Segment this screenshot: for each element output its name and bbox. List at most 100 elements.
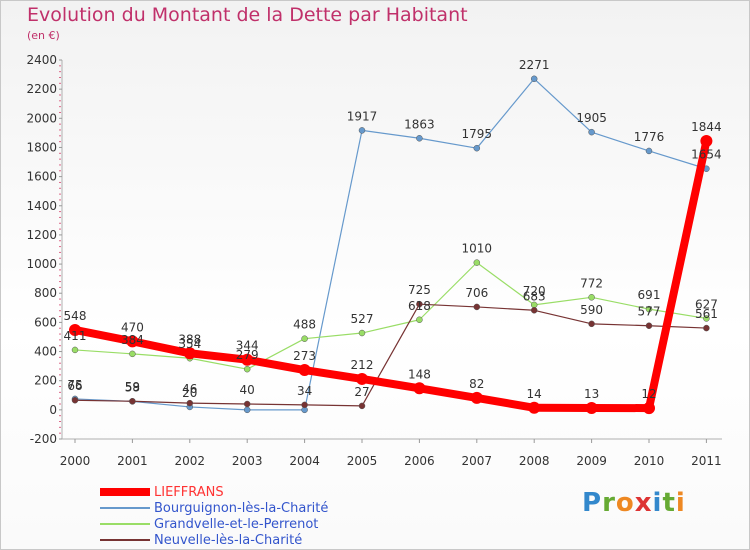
data-label: 66 — [67, 379, 82, 393]
legend-item: Neuvelle-lès-la-Charité — [100, 532, 328, 548]
data-label: 706 — [465, 286, 488, 300]
data-point — [358, 127, 366, 134]
data-point — [416, 316, 423, 324]
series-line — [71, 137, 711, 413]
data-point — [71, 396, 79, 404]
legend-swatch — [100, 523, 150, 525]
data-point — [413, 382, 426, 395]
legend-label: Grandvelle-et-le-Perrenot — [154, 516, 319, 532]
data-label: 1010 — [462, 242, 493, 256]
data-label: 1905 — [576, 111, 607, 125]
data-point — [588, 128, 595, 136]
y-tick-label: 0 — [49, 403, 57, 417]
data-point — [129, 397, 136, 405]
data-label: 75 — [67, 378, 82, 392]
legend-swatch — [100, 507, 150, 509]
data-label: 82 — [469, 377, 484, 391]
data-point — [700, 135, 713, 148]
data-point — [298, 364, 311, 377]
data-label: 12 — [641, 387, 656, 401]
data-label: 590 — [580, 303, 603, 317]
data-point — [416, 135, 423, 142]
series-line — [74, 303, 708, 407]
data-label: 561 — [695, 307, 718, 321]
y-tick-label: 1600 — [26, 170, 57, 184]
data-point — [241, 353, 254, 366]
legend-item: Grandvelle-et-le-Perrenot — [100, 516, 328, 532]
data-label: 13 — [584, 387, 599, 401]
y-tick-label: 400 — [34, 345, 57, 359]
data-label: 683 — [523, 289, 546, 303]
data-label: 1863 — [404, 117, 435, 131]
legend-label: Bourguignon-lès-la-Charité — [154, 500, 329, 516]
data-point — [585, 401, 598, 414]
data-label: 344 — [236, 339, 259, 353]
data-point — [643, 402, 655, 415]
y-tick-label: 1200 — [26, 228, 57, 242]
data-point — [703, 315, 710, 322]
data-point — [416, 300, 423, 308]
data-point — [528, 401, 541, 414]
data-label: 1776 — [634, 130, 665, 144]
data-label: 27 — [354, 385, 369, 399]
chart-subtitle: (en €) — [27, 29, 60, 42]
data-label: 212 — [351, 358, 374, 372]
y-tick-label: 800 — [34, 286, 57, 300]
y-tick-label: 2400 — [26, 53, 57, 67]
y-tick-label: 600 — [34, 315, 57, 329]
data-point — [186, 399, 194, 407]
legend-label: Neuvelle-lès-la-Charité — [154, 532, 303, 548]
data-label: 20 — [182, 386, 197, 400]
data-label: 1917 — [347, 109, 378, 123]
x-tick-label: 2001 — [117, 454, 148, 468]
data-label: 40 — [240, 383, 255, 397]
x-tick-label: 2010 — [634, 454, 665, 468]
data-label: 772 — [580, 276, 603, 290]
data-point — [645, 322, 653, 329]
x-tick-label: 2009 — [576, 454, 607, 468]
legend-label: LIEFFRANS — [154, 484, 224, 500]
y-tick-label: 2200 — [26, 82, 57, 96]
chart-title: Evolution du Montant de la Dette par Hab… — [27, 4, 468, 26]
data-point — [243, 400, 251, 408]
data-label: 577 — [638, 305, 661, 319]
data-point — [356, 372, 368, 385]
data-label: 411 — [64, 329, 87, 343]
data-point — [530, 307, 538, 314]
x-tick-label: 2007 — [462, 454, 493, 468]
data-label: 148 — [408, 367, 431, 381]
y-tick-label: 200 — [34, 374, 57, 388]
y-tick-label: 1400 — [26, 199, 57, 213]
y-tick-label: 2000 — [26, 111, 57, 125]
proxiti-logo: Proxiti — [582, 488, 686, 518]
data-point — [69, 323, 81, 336]
data-label: 273 — [293, 349, 316, 363]
x-tick-label: 2005 — [347, 454, 378, 468]
data-label: 1795 — [462, 127, 493, 141]
data-label: 618 — [408, 299, 431, 313]
series-line — [74, 262, 708, 370]
data-point — [473, 144, 481, 152]
x-tick-label: 2004 — [289, 454, 320, 468]
data-label: 488 — [293, 318, 316, 332]
data-label: 720 — [523, 284, 546, 298]
data-point — [71, 346, 79, 354]
data-label: 1844 — [691, 120, 722, 134]
series-line — [74, 78, 708, 411]
data-point — [470, 391, 483, 404]
data-point — [358, 329, 366, 337]
data-label: 548 — [64, 309, 87, 323]
data-point — [530, 75, 538, 83]
legend-item: LIEFFRANS — [100, 484, 328, 500]
x-tick-label: 2008 — [519, 454, 550, 468]
x-tick-label: 2003 — [232, 454, 263, 468]
data-point — [183, 347, 196, 360]
data-label: 34 — [297, 384, 312, 398]
y-tick-label: 1800 — [26, 140, 57, 154]
x-tick-label: 2002 — [175, 454, 206, 468]
data-label: 14 — [527, 387, 542, 401]
legend-swatch — [100, 488, 150, 496]
data-point — [301, 401, 308, 409]
